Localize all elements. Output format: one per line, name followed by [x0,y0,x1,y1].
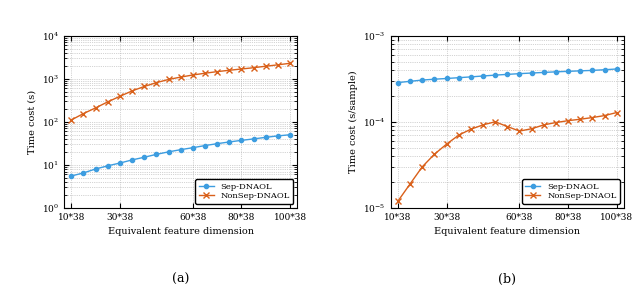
Sep-DNAOL [92,167,99,171]
Sep-DNAOL [164,150,172,154]
Sep-DNAOL [577,69,584,73]
NonSep-DNAOL [540,123,548,127]
NonSep-DNAOL [274,63,282,67]
NonSep-DNAOL [189,73,196,77]
Sep-DNAOL [479,74,487,78]
NonSep-DNAOL [79,112,87,115]
Text: (b): (b) [499,273,516,286]
NonSep-DNAOL [262,64,269,68]
NonSep-DNAOL [613,111,621,114]
Sep-DNAOL [152,153,160,156]
Sep-DNAOL [116,161,124,165]
NonSep-DNAOL [128,89,136,93]
Sep-DNAOL [250,137,257,141]
Legend: Sep-DNAOL, NonSep-DNAOL: Sep-DNAOL, NonSep-DNAOL [522,179,620,204]
Sep-DNAOL [613,67,621,71]
NonSep-DNAOL [213,70,221,73]
NonSep-DNAOL [394,199,402,203]
X-axis label: Equivalent feature dimension: Equivalent feature dimension [435,227,580,236]
Line: NonSep-DNAOL: NonSep-DNAOL [68,61,293,123]
Legend: Sep-DNAOL, NonSep-DNAOL: Sep-DNAOL, NonSep-DNAOL [195,179,293,204]
NonSep-DNAOL [431,152,438,156]
NonSep-DNAOL [164,78,172,81]
Sep-DNAOL [79,171,87,175]
Y-axis label: Time cost (s): Time cost (s) [28,90,36,154]
NonSep-DNAOL [443,142,451,146]
Sep-DNAOL [431,78,438,81]
X-axis label: Equivalent feature dimension: Equivalent feature dimension [108,227,253,236]
Sep-DNAOL [601,68,609,72]
NonSep-DNAOL [504,125,511,128]
Sep-DNAOL [225,140,233,144]
NonSep-DNAOL [225,69,233,72]
NonSep-DNAOL [250,66,257,69]
Sep-DNAOL [443,77,451,80]
Sep-DNAOL [286,133,294,137]
Sep-DNAOL [128,158,136,162]
Sep-DNAOL [467,75,475,79]
NonSep-DNAOL [140,85,148,88]
Sep-DNAOL [589,69,596,72]
Sep-DNAOL [552,70,560,74]
NonSep-DNAOL [116,94,124,98]
NonSep-DNAOL [201,72,209,75]
NonSep-DNAOL [492,120,499,124]
Text: (a): (a) [172,273,189,286]
Sep-DNAOL [213,142,221,146]
NonSep-DNAOL [601,114,609,117]
Sep-DNAOL [201,144,209,147]
Sep-DNAOL [177,148,184,151]
NonSep-DNAOL [589,116,596,119]
NonSep-DNAOL [564,119,572,122]
NonSep-DNAOL [528,127,536,130]
NonSep-DNAOL [479,123,487,127]
Sep-DNAOL [140,155,148,159]
Sep-DNAOL [516,72,524,75]
Line: Sep-DNAOL: Sep-DNAOL [396,67,619,85]
Sep-DNAOL [262,135,269,139]
NonSep-DNAOL [67,118,75,122]
NonSep-DNAOL [552,121,560,124]
NonSep-DNAOL [237,67,245,71]
Sep-DNAOL [67,174,75,178]
NonSep-DNAOL [152,81,160,84]
Sep-DNAOL [492,73,499,77]
NonSep-DNAOL [177,75,184,79]
NonSep-DNAOL [104,100,111,104]
Sep-DNAOL [394,81,402,84]
Sep-DNAOL [455,76,463,80]
NonSep-DNAOL [406,182,414,186]
NonSep-DNAOL [286,61,294,65]
Sep-DNAOL [540,71,548,74]
NonSep-DNAOL [577,117,584,121]
Sep-DNAOL [104,164,111,168]
NonSep-DNAOL [467,127,475,131]
NonSep-DNAOL [92,106,99,110]
Sep-DNAOL [419,78,426,82]
Line: NonSep-DNAOL: NonSep-DNAOL [395,110,620,204]
NonSep-DNAOL [455,133,463,137]
Sep-DNAOL [564,69,572,73]
Sep-DNAOL [528,71,536,75]
Sep-DNAOL [189,146,196,149]
NonSep-DNAOL [516,129,524,133]
Line: Sep-DNAOL: Sep-DNAOL [69,133,292,178]
Sep-DNAOL [504,72,511,76]
Sep-DNAOL [274,134,282,138]
Y-axis label: Time cost (s/sample): Time cost (s/sample) [349,70,358,173]
Sep-DNAOL [237,139,245,142]
NonSep-DNAOL [419,165,426,169]
Sep-DNAOL [406,80,414,83]
